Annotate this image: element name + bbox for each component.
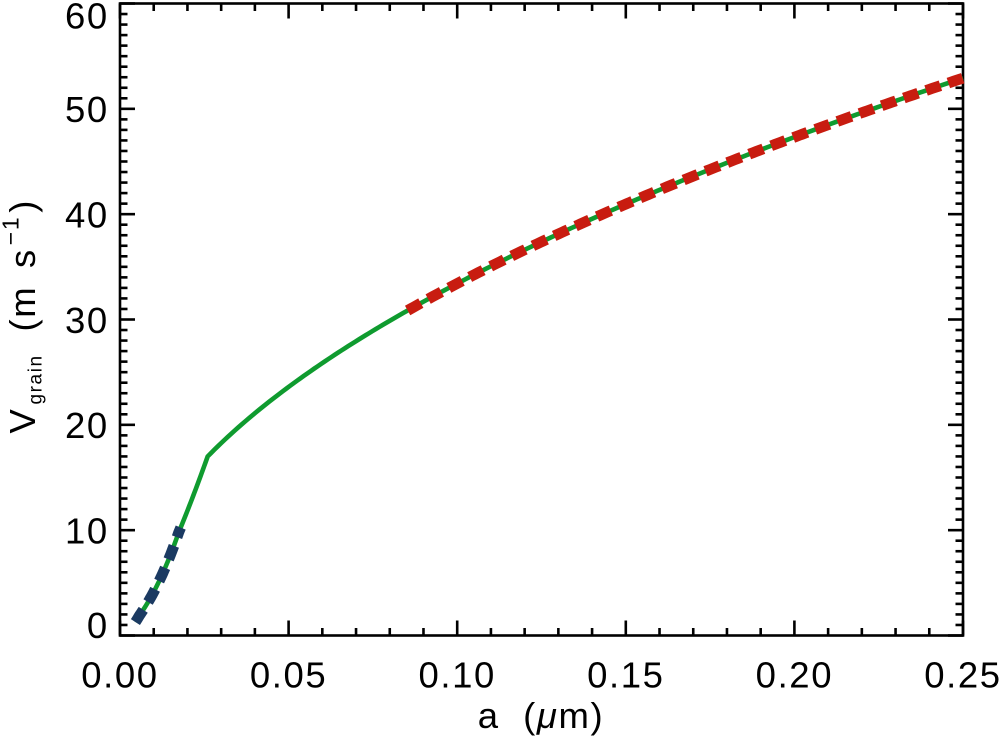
svg-text:20: 20 [65,405,109,446]
svg-text:0: 0 [87,605,109,646]
svg-text:a (μm): a (μm) [478,695,605,736]
svg-text:0.25: 0.25 [924,655,1001,696]
svg-text:0.20: 0.20 [756,655,833,696]
svg-text:0.00: 0.00 [81,655,158,696]
svg-text:40: 40 [65,195,109,236]
svg-text:0.05: 0.05 [250,655,327,696]
svg-text:60: 60 [65,0,109,37]
svg-text:0.15: 0.15 [587,655,664,696]
svg-text:50: 50 [65,89,109,130]
svg-text:0.10: 0.10 [418,655,495,696]
svg-text:10: 10 [65,511,109,552]
svg-text:30: 30 [65,300,109,341]
